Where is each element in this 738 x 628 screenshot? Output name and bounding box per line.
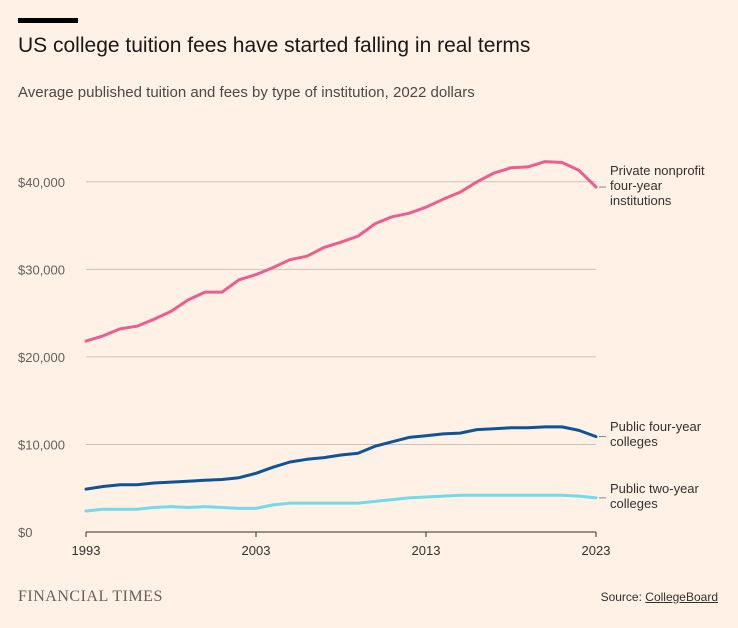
series-lines [84,160,598,513]
source-prefix: Source: [600,590,646,604]
series-label: Public two-year [610,481,700,496]
series-line [84,493,598,513]
gridlines [86,181,596,445]
x-tick-label: 2013 [412,543,441,558]
y-tick-label: $40,000 [18,175,65,190]
brand-logo: FINANCIAL TIMES [18,588,163,605]
line-chart: $0 $10,000 $20,000 $30,000 $40,000 1993 2003 2… [18,160,705,558]
chart-title: US college tuition fees have started fal… [18,34,531,57]
series-label: four-year [610,178,663,193]
series-label: colleges [610,496,658,511]
y-tick-label: $10,000 [18,437,65,452]
series-line [84,160,598,343]
series-label: Private nonprofit [610,163,705,178]
y-axis-ticks: $0 $10,000 $20,000 $30,000 $40,000 [18,175,65,540]
y-tick-label: $0 [18,525,32,540]
x-tick-label: 1993 [72,543,101,558]
chart-subtitle: Average published tuition and fees by ty… [18,84,475,101]
source-link[interactable]: CollegeBoard [645,590,718,604]
source-note: Source: CollegeBoard [601,590,718,604]
series-label: Public four-year [610,419,702,434]
y-tick-label: $30,000 [18,262,65,277]
x-tick-label: 2023 [582,543,611,558]
series-label: institutions [610,193,672,208]
title-accent-bar [18,18,78,23]
x-tick-label: 2003 [242,543,271,558]
series-line [84,425,598,491]
y-tick-label: $20,000 [18,350,65,365]
x-axis: 1993 2003 2013 2023 [72,531,611,558]
series-label: colleges [610,434,658,449]
